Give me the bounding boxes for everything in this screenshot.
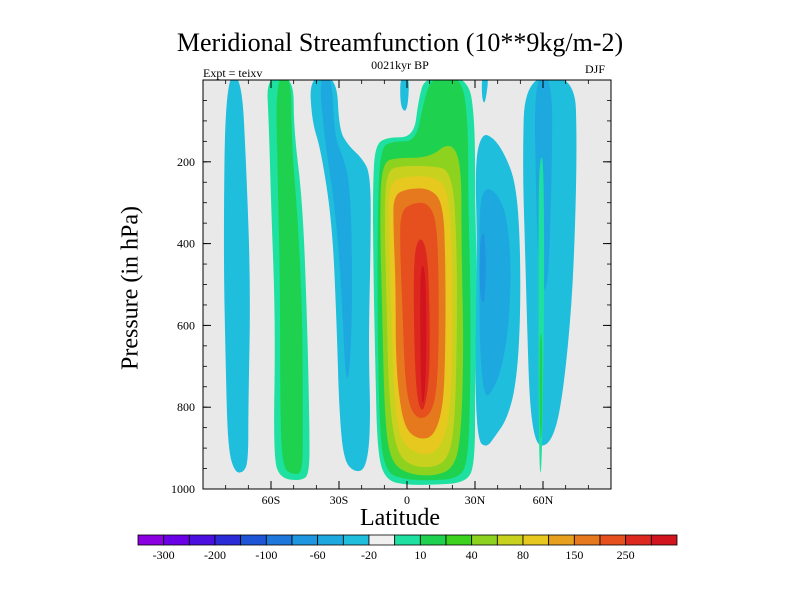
colorbar-swatch	[368, 534, 396, 546]
colorbar-swatch	[599, 534, 627, 546]
colorbar-swatch	[291, 534, 319, 546]
y-tick-label: 400	[177, 237, 195, 251]
colorbar-swatch	[445, 534, 473, 546]
contour-nh-35-minus100	[479, 232, 486, 304]
x-tick-label: 30N	[465, 493, 486, 507]
colorbar-swatch	[548, 534, 575, 546]
colorbar-swatch	[240, 534, 267, 546]
colorbar-label: 10	[414, 548, 426, 562]
y-tick-label: 600	[177, 318, 195, 332]
colorbar-swatch	[471, 534, 498, 546]
colorbar-label: 80	[517, 548, 529, 562]
colorbar-label: -300	[153, 548, 175, 562]
x-tick-label: 60S	[262, 493, 281, 507]
colorbar-swatch	[137, 534, 165, 546]
colorbar-label: -60	[310, 548, 326, 562]
y-tick-label: 800	[177, 400, 195, 414]
y-tick-label: 1000	[171, 482, 195, 496]
x-tick-label: 0	[404, 493, 410, 507]
colorbar-swatch	[625, 534, 652, 546]
colorbar-label: -20	[361, 548, 377, 562]
contour-sh-polar-core	[232, 80, 239, 379]
colorbar-swatch	[265, 534, 293, 546]
colorbar-swatch	[394, 534, 421, 546]
contour-hadley-300	[420, 265, 427, 404]
colorbar-swatch	[342, 534, 370, 546]
time-label: 0021kyr BP	[371, 58, 429, 72]
y-tick-label: 200	[177, 155, 195, 169]
colorbar-swatch	[650, 534, 678, 546]
contour-nh-35-minus60	[479, 189, 511, 396]
colorbar-swatch	[317, 534, 344, 546]
contour-group	[223, 80, 577, 485]
colorbar-swatch	[419, 534, 447, 546]
season-label: DJF	[585, 62, 606, 76]
x-tick-label: 30S	[330, 493, 349, 507]
colorbar-swatch	[496, 534, 524, 546]
contour-top-nh-minus20	[481, 80, 488, 103]
experiment-label: Expt = teixv	[203, 66, 263, 80]
x-tick-label: 60N	[533, 493, 554, 507]
colorbar-label: 250	[617, 548, 635, 562]
contour-nh-60-green-core	[539, 333, 543, 439]
x-axis-label: Latitude	[360, 505, 440, 531]
colorbar-label: 150	[565, 548, 583, 562]
colorbar-label: 40	[466, 548, 478, 562]
colorbar-swatch	[522, 534, 550, 546]
colorbar-label: -200	[204, 548, 226, 562]
colorbar-label: -100	[255, 548, 277, 562]
contour-sh-subtrop-minus60	[320, 80, 353, 379]
colorbar-swatch	[573, 534, 601, 546]
colorbar-swatch	[188, 534, 216, 546]
colorbar-swatch	[163, 534, 190, 546]
colorbar-swatch	[214, 534, 242, 546]
chart-title: Meridional Streamfunction (10**9kg/m-2)	[176, 28, 624, 57]
contour-sh-midlat-40	[276, 80, 303, 474]
